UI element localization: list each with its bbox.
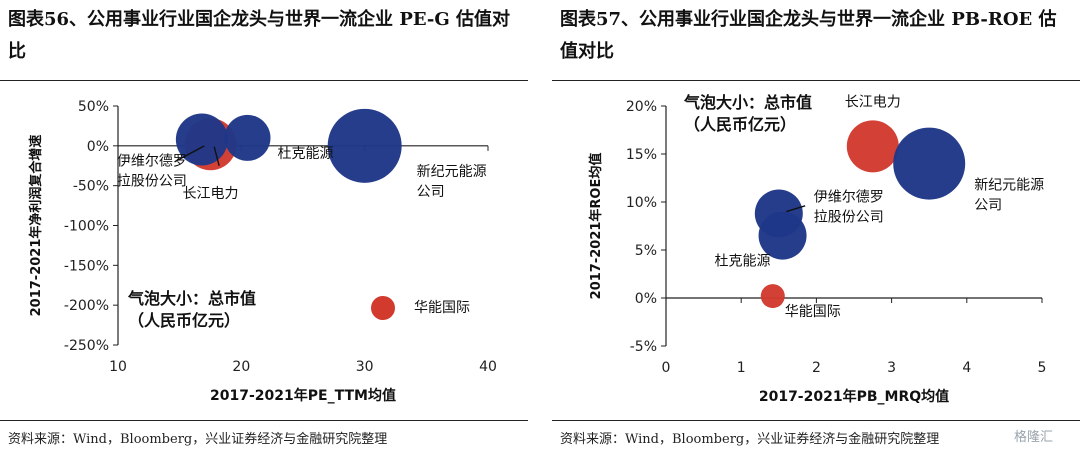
bubble-label: 长江电力	[845, 94, 901, 110]
y-tick-label: -200%	[64, 298, 109, 314]
left-chart-title: 图表56、公用事业行业国企龙头与世界一流企业 PE-G 估值对比	[8, 9, 511, 62]
legend-swatch	[371, 296, 395, 320]
bubble-label: 华能国际	[785, 304, 841, 320]
bubble-label: 公司	[974, 198, 1002, 214]
x-tick-label: 30	[356, 359, 374, 375]
left-title-divider	[0, 80, 528, 81]
bubble-label: 伊维尔德罗	[117, 153, 187, 169]
bubble-label: 杜克能源	[715, 254, 771, 270]
bubble-label: 公司	[417, 184, 445, 200]
right-source-divider	[552, 420, 1080, 421]
bubble-label: 长江电力	[183, 186, 239, 202]
x-tick-label: 40	[479, 359, 497, 375]
y-tick-label: -50%	[73, 179, 109, 195]
watermark-text: 格隆汇	[1014, 430, 1054, 445]
bubble-label: 拉股份公司	[814, 210, 884, 226]
bubble-point	[224, 114, 271, 161]
bubble-point	[327, 108, 402, 183]
pe-g-bubble-chart: -250% -200% -150% -100% -50% 0% 50% 10 20 30 40 201…	[28, 99, 497, 404]
left-chart-panel: 图表56、公用事业行业国企龙头与世界一流企业 PE-G 估值对比 -250% -2…	[0, 0, 528, 454]
bubble-point	[893, 127, 966, 200]
bubble-label: 新纪元能源	[417, 164, 487, 180]
x-tick-label: 2	[812, 360, 821, 376]
pb-roe-bubble-chart: -5% 0% 5% 10% 15% 20% 0 1 2 3 4 5 2017-2021年PB_MRQ均值…	[588, 93, 1047, 405]
y-tick-label: -100%	[64, 219, 109, 235]
bubble-size-note: （人民币亿元）	[128, 311, 240, 330]
y-axis-title: 2017-2021年ROE均值	[588, 153, 604, 300]
legend-label: 华能国际	[414, 300, 470, 316]
bubble-point	[175, 113, 228, 166]
y-tick-label: 15%	[626, 147, 657, 163]
y-tick-label: -150%	[64, 258, 109, 274]
bubble-label: 伊维尔德罗	[814, 190, 884, 206]
x-tick-label: 1	[737, 360, 746, 376]
y-tick-label: 5%	[635, 243, 657, 259]
bubble-label: 杜克能源	[278, 146, 334, 162]
y-tick-label: -5%	[630, 339, 657, 355]
left-source-note: 资料来源：Wind，Bloomberg，兴业证券经济与金融研究院整理	[8, 432, 388, 447]
y-tick-label: 10%	[626, 195, 657, 211]
x-axis-title: 2017-2021年PB_MRQ均值	[759, 388, 949, 405]
right-title-divider	[552, 80, 1080, 81]
label-leader-line	[174, 145, 205, 163]
bubble-point	[760, 284, 785, 309]
left-source-divider	[0, 420, 528, 421]
bubble-point	[758, 211, 807, 260]
y-axis-title: 2017-2021年净利润复合增速	[28, 135, 44, 317]
x-tick-label: 20	[232, 359, 250, 375]
right-chart-title: 图表57、公用事业行业国企龙头与世界一流企业 PB-ROE 估值对比	[560, 9, 1057, 62]
x-tick-label: 3	[887, 360, 896, 376]
bubble-size-note: 气泡大小：总市值	[683, 93, 812, 112]
y-tick-label: 50%	[78, 99, 109, 115]
x-tick-label: 5	[1038, 360, 1047, 376]
right-chart-panel: 图表57、公用事业行业国企龙头与世界一流企业 PB-ROE 估值对比 -5% 0%…	[552, 0, 1080, 454]
x-tick-label: 0	[662, 360, 671, 376]
bubble-label: 新纪元能源	[974, 178, 1044, 194]
x-tick-label: 10	[109, 359, 127, 375]
bubble-label: 拉股份公司	[117, 173, 187, 189]
bubble-size-note: （人民币亿元）	[684, 115, 796, 134]
bubble-size-note: 气泡大小：总市值	[127, 289, 256, 308]
label-leader-line	[213, 146, 220, 166]
y-tick-label: 20%	[626, 99, 657, 115]
y-tick-label: 0%	[635, 291, 657, 307]
bubble-point	[846, 120, 899, 173]
y-tick-label: -250%	[64, 338, 109, 354]
x-tick-label: 4	[962, 360, 971, 376]
x-axis-title: 2017-2021年PE_TTM均值	[210, 387, 396, 404]
right-source-note: 资料来源：Wind，Bloomberg，兴业证券经济与金融研究院整理	[560, 432, 940, 447]
label-leader-line	[786, 205, 806, 213]
y-tick-label: 0%	[87, 139, 109, 155]
